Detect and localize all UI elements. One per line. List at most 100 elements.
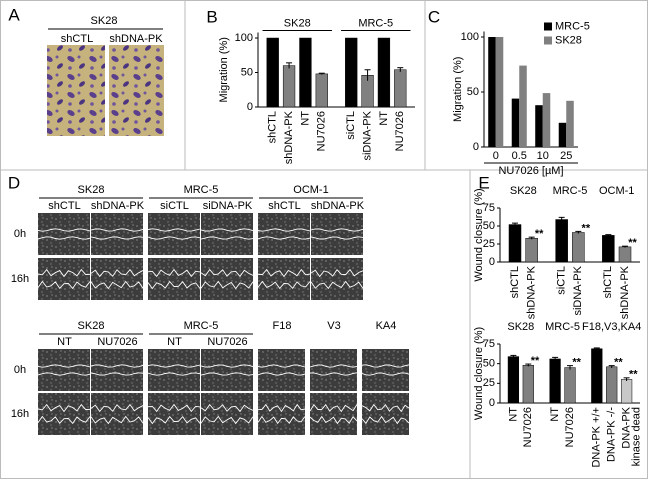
y-tick-label: 25 <box>483 377 495 389</box>
wound-edge <box>37 372 91 376</box>
condition-label: shCTL <box>48 200 80 212</box>
panel-letter: C <box>428 7 440 26</box>
wound-edge <box>37 228 91 232</box>
x-tick-label: DNA-PK <box>621 406 633 448</box>
bar <box>525 237 538 263</box>
x-tick-label: siCTL <box>345 111 357 140</box>
group-label: MRC-5 <box>545 321 580 333</box>
group-label: F18,V3,KA4 <box>582 321 641 333</box>
micrograph <box>258 213 310 255</box>
condition-label: siCTL <box>160 200 189 212</box>
bar <box>555 219 568 263</box>
micrograph <box>310 349 357 391</box>
x-tick-label: shCTL <box>267 111 279 143</box>
y-tick-label: 50 <box>483 220 495 232</box>
condition-label: NT <box>57 336 72 348</box>
condition-label: NU7026 <box>97 336 137 348</box>
bar <box>572 232 585 263</box>
wound-edge <box>309 364 358 368</box>
y-axis-label: Migration (%) <box>452 57 464 122</box>
wound-edge <box>147 280 201 290</box>
y-axis-label: Wound closure (%) <box>473 327 485 420</box>
x-tick-label: siCTL <box>556 266 568 295</box>
wound-edge <box>37 415 91 425</box>
micrograph <box>258 349 305 391</box>
condition-label: NU7026 <box>207 336 247 348</box>
panel-letter: B <box>206 7 217 26</box>
x-tick-label: NU7026 <box>522 407 534 447</box>
wound-edge <box>147 403 201 413</box>
wound-edge <box>200 372 254 376</box>
micrograph <box>148 349 200 391</box>
y-tick-label: 25 <box>483 238 495 250</box>
bar <box>602 235 615 263</box>
wound-edge <box>257 403 306 413</box>
row-label: 16h <box>11 273 29 285</box>
y-tick-label: 0 <box>489 397 495 409</box>
x-tick-label: NU7026 <box>316 111 328 151</box>
x-tick-label: NT <box>549 407 561 422</box>
bar <box>511 98 520 147</box>
micrograph <box>258 393 305 435</box>
legend-swatch <box>544 22 552 31</box>
bar <box>282 65 296 108</box>
wound-edge <box>200 364 254 368</box>
wound-edge <box>37 403 91 413</box>
group-label: V3 <box>327 320 340 332</box>
condition-label: siDNA-PK <box>203 200 253 212</box>
wound-edge <box>309 403 358 413</box>
micrograph <box>38 349 90 391</box>
wound-edge <box>361 372 410 376</box>
bar <box>508 224 522 263</box>
wound-edge <box>200 415 254 425</box>
y-tick-label: 50 <box>483 358 495 370</box>
legend-label: SK28 <box>555 34 582 46</box>
micrograph <box>201 393 253 435</box>
wound-edge <box>200 403 254 413</box>
bar <box>495 37 504 147</box>
y-tick-label: 75 <box>483 338 495 350</box>
wound-edge <box>257 415 306 425</box>
x-tick-label: siDNA-PK <box>361 110 373 160</box>
wound-edge <box>147 236 201 240</box>
bar <box>542 93 551 147</box>
group-label: MRC-5 <box>184 184 219 196</box>
group-label: OCM-1 <box>293 184 328 196</box>
wound-edge <box>257 364 306 368</box>
wound-edge <box>200 268 254 278</box>
wound-edge <box>309 415 358 425</box>
group-label: OCM-1 <box>599 185 634 197</box>
group-label: MRC-5 <box>553 185 588 197</box>
wound-edge <box>90 364 144 368</box>
y-tick-label: 75 <box>483 202 495 214</box>
x-tick-label: NT <box>299 111 311 126</box>
bar <box>620 379 633 404</box>
bar <box>299 37 312 108</box>
micrograph <box>47 45 105 136</box>
condition-label: shDNA-PK <box>109 33 163 45</box>
wound-edge <box>90 268 144 278</box>
wound-edge <box>90 403 144 413</box>
bar <box>394 69 407 108</box>
bar <box>377 37 391 108</box>
x-tick-label: siDNA-PK <box>572 265 584 315</box>
group-label: KA4 <box>376 320 397 332</box>
wound-edge <box>361 364 410 368</box>
annotation: ** <box>629 369 638 381</box>
wound-edge <box>257 280 311 290</box>
annotation: ** <box>572 357 581 369</box>
condition-label: shDNA-PK <box>311 200 365 212</box>
row-label: 0h <box>14 228 26 240</box>
annotation: ** <box>628 237 637 249</box>
annotation: ** <box>531 355 540 367</box>
group-label: SK28 <box>284 17 311 29</box>
micrograph <box>311 258 363 300</box>
x-tick-label: 10 <box>537 150 549 162</box>
micrograph <box>201 349 253 391</box>
wound-edge <box>90 228 144 232</box>
x-tick-label: NT <box>507 407 519 422</box>
micrograph <box>362 349 409 391</box>
micrograph <box>91 349 143 391</box>
wound-edge <box>90 415 144 425</box>
